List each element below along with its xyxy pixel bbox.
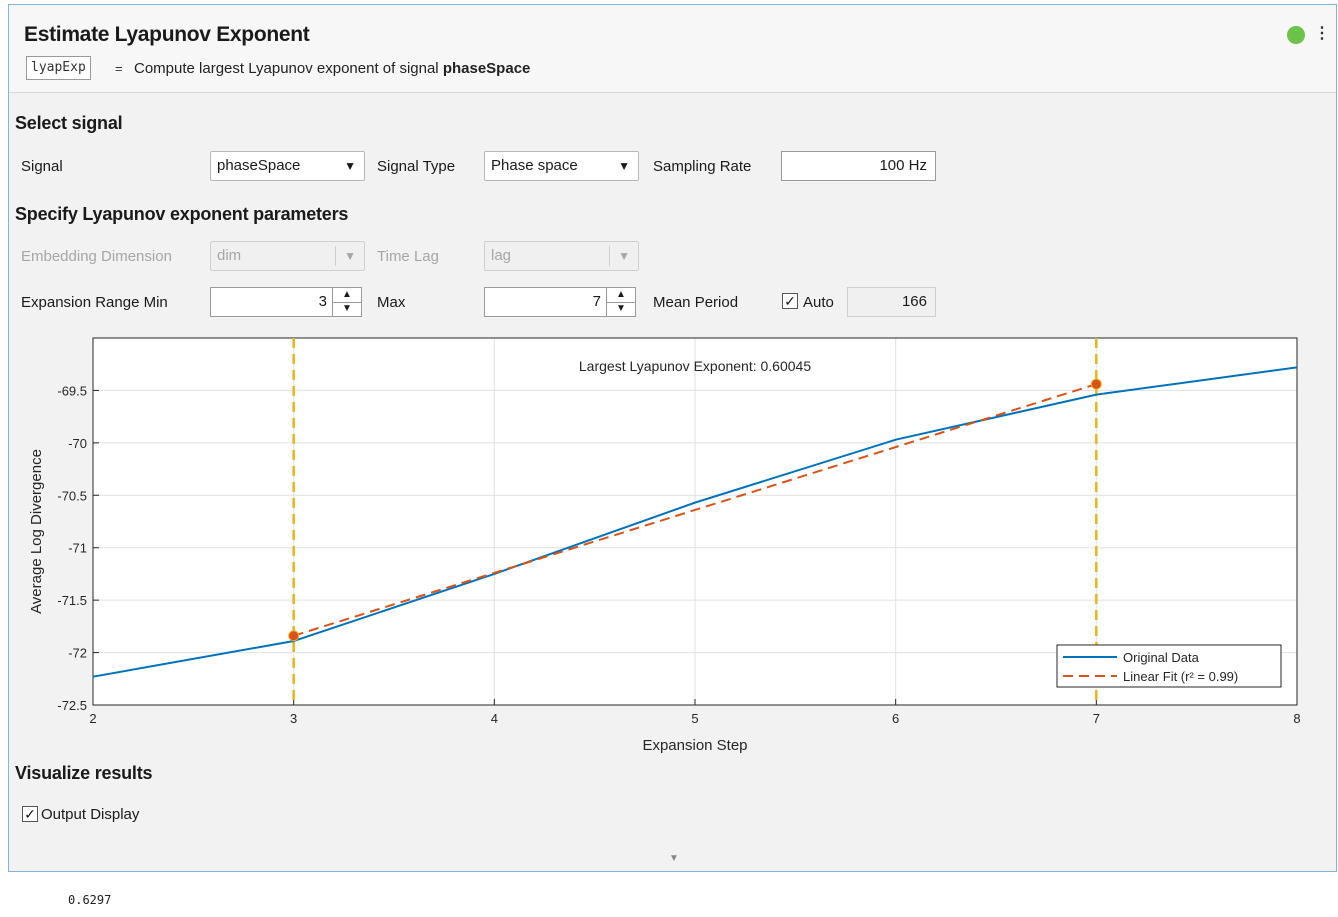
- embedding-dimension-value: dim: [217, 247, 242, 264]
- y-tick-label: -72: [68, 646, 87, 661]
- mean-period-field: 166: [847, 287, 936, 317]
- chevron-down-icon: ▼: [618, 249, 630, 263]
- params-heading: Specify Lyapunov exponent parameters: [15, 204, 349, 224]
- decrement-icon[interactable]: ▼: [616, 303, 626, 314]
- more-options-icon[interactable]: ⋮: [1314, 25, 1330, 42]
- sampling-rate-field[interactable]: 100 Hz: [781, 151, 936, 181]
- task-description-signal: phaseSpace: [442, 60, 531, 77]
- legend-entry: Original Data: [1123, 650, 1200, 665]
- x-tick-label: 8: [1293, 711, 1300, 726]
- signal-dropdown-value: phaseSpace: [217, 157, 301, 174]
- signal-type-label: Signal Type: [377, 158, 456, 175]
- embedding-dimension-dropdown[interactable]: dim ▼: [210, 241, 365, 271]
- y-tick-label: -71.5: [57, 593, 87, 608]
- max-label: Max: [377, 294, 406, 311]
- y-tick-label: -70: [68, 436, 87, 451]
- status-indicator-icon: [1287, 26, 1305, 44]
- x-tick-label: 7: [1093, 711, 1100, 726]
- auto-checkbox[interactable]: ✓: [782, 293, 798, 309]
- decrement-icon[interactable]: ▼: [342, 303, 352, 314]
- expansion-max-spinner[interactable]: 7 ▲ ▼: [484, 287, 636, 317]
- output-display-checkbox[interactable]: ✓: [22, 806, 38, 822]
- output-value: 0.6297: [68, 893, 112, 907]
- lyapunov-annotation: Largest Lyapunov Exponent: 0.60045: [579, 358, 811, 374]
- x-tick-label: 5: [691, 711, 698, 726]
- x-tick-label: 6: [892, 711, 899, 726]
- signal-type-dropdown-value: Phase space: [491, 157, 578, 174]
- select-signal-heading: Select signal: [15, 113, 123, 133]
- equals-sign: =: [115, 61, 123, 76]
- chevron-down-icon: ▼: [618, 159, 630, 173]
- collapse-arrow-icon[interactable]: ▼: [669, 853, 679, 864]
- fit-endpoint-marker: [288, 630, 300, 642]
- mean-period-label: Mean Period: [653, 294, 739, 311]
- y-tick-label: -69.5: [57, 383, 87, 398]
- x-tick-label: 2: [89, 711, 96, 726]
- expansion-min-spinner[interactable]: 3 ▲ ▼: [210, 287, 362, 317]
- increment-icon[interactable]: ▲: [333, 288, 361, 303]
- task-description: Compute largest Lyapunov exponent of sig…: [134, 60, 530, 77]
- task-title: Estimate Lyapunov Exponent: [24, 23, 310, 46]
- signal-type-dropdown[interactable]: Phase space ▼: [484, 151, 639, 181]
- chevron-down-icon: ▼: [344, 249, 356, 263]
- y-tick-label: -70.5: [57, 488, 87, 503]
- x-axis-label: Expansion Step: [642, 737, 747, 754]
- expansion-max-value: 7: [592, 293, 601, 310]
- x-tick-label: 4: [491, 711, 498, 726]
- output-display-label: Output Display: [41, 806, 140, 823]
- fit-endpoint-marker: [1090, 378, 1102, 390]
- linear-fit-line: [293, 383, 1097, 637]
- x-tick-label: 3: [290, 711, 297, 726]
- sampling-rate-label: Sampling Rate: [653, 158, 752, 175]
- y-tick-label: -72.5: [57, 698, 87, 713]
- visualize-heading: Visualize results: [15, 763, 153, 783]
- task-description-text: Compute largest Lyapunov exponent of sig…: [134, 60, 439, 77]
- axes-box: [92, 337, 1298, 706]
- legend-entry: Linear Fit (r² = 0.99): [1123, 669, 1238, 684]
- task-header: Estimate Lyapunov Exponent ⋮ lyapExp = C…: [9, 5, 1336, 93]
- signal-dropdown[interactable]: phaseSpace ▼: [210, 151, 365, 181]
- y-tick-label: -71: [68, 541, 87, 556]
- chart-legend: Original Data Linear Fit (r² = 0.99): [1056, 644, 1282, 688]
- expansion-min-value: 3: [318, 293, 327, 310]
- expansion-range-min-label: Expansion Range Min: [21, 294, 168, 311]
- time-lag-value: lag: [491, 247, 512, 264]
- y-axis-label: Average Log Divergence: [28, 449, 45, 614]
- auto-label: Auto: [803, 294, 834, 311]
- increment-icon[interactable]: ▲: [607, 288, 635, 303]
- signal-label: Signal: [21, 158, 63, 175]
- time-lag-label: Time Lag: [377, 248, 439, 265]
- lyapunov-chart: 2 3 4 5 6 7 8 -72.5 -72 -71.5 -71 -70.5 -70 -69.5 Larg…: [28, 337, 1301, 754]
- chevron-down-icon: ▼: [344, 159, 356, 173]
- embedding-dimension-label: Embedding Dimension: [21, 248, 172, 265]
- output-variable-field[interactable]: lyapExp: [26, 56, 91, 80]
- legend-box: [1056, 644, 1282, 688]
- time-lag-dropdown[interactable]: lag ▼: [484, 241, 639, 271]
